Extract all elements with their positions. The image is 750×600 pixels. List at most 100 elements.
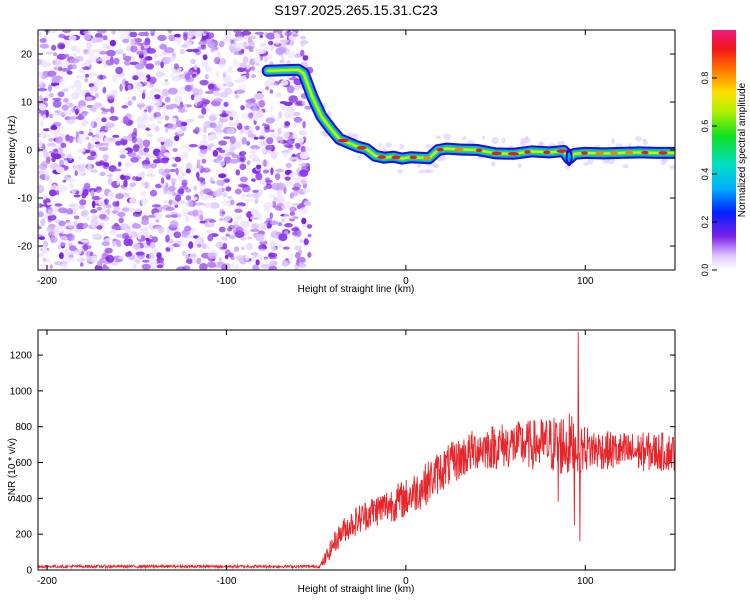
halo-speckle <box>635 136 642 142</box>
noise-speckle <box>301 179 306 185</box>
noise-speckle <box>102 35 108 41</box>
noise-speckle <box>115 239 121 246</box>
noise-speckle <box>69 58 80 64</box>
noise-speckle <box>225 152 231 158</box>
noise-speckle <box>73 229 83 233</box>
noise-speckle <box>198 164 203 171</box>
noise-speckle <box>301 217 307 225</box>
noise-speckle <box>197 46 207 50</box>
noise-speckle <box>255 172 263 181</box>
spectrogram-x-tick-label: -200 <box>37 276 57 287</box>
noise-speckle <box>83 30 92 34</box>
halo-speckle <box>643 139 648 146</box>
noise-speckle <box>157 136 167 143</box>
noise-speckle <box>112 201 119 207</box>
noise-speckle <box>145 154 155 158</box>
noise-speckle <box>117 211 126 218</box>
spectrogram-x-ticks: -200 -100 0 100 <box>37 30 594 287</box>
noise-speckle <box>286 59 291 66</box>
noise-speckle <box>137 42 144 46</box>
snr-panel: -200 -100 0 100 0 200 400 600 800 1000 1200 Heigh… <box>7 329 676 595</box>
noise-speckle <box>141 110 148 119</box>
noise-speckle <box>48 137 54 142</box>
noise-speckle <box>82 111 89 115</box>
noise-speckle <box>202 54 208 61</box>
noise-speckle <box>225 215 231 221</box>
noise-speckle <box>236 36 244 41</box>
noise-speckle <box>252 189 259 193</box>
noise-speckle <box>77 156 81 160</box>
noise-speckle <box>234 188 242 195</box>
noise-speckle <box>275 92 282 98</box>
noise-speckle <box>169 169 177 172</box>
noise-speckle <box>120 138 128 145</box>
halo-speckle <box>462 136 467 141</box>
snr-x-tick-label: 0 <box>403 576 409 587</box>
noise-speckle <box>244 125 250 130</box>
noise-speckle <box>299 239 303 243</box>
noise-speckle <box>300 42 305 47</box>
noise-speckle <box>56 111 67 116</box>
noise-speckle <box>64 248 72 256</box>
noise-speckle <box>231 114 235 117</box>
noise-speckle <box>58 207 68 214</box>
noise-speckle <box>201 243 207 250</box>
noise-speckle <box>115 49 124 55</box>
snr-y-tick-label: 1000 <box>10 386 33 397</box>
noise-speckle <box>134 82 143 90</box>
noise-speckle <box>165 206 175 211</box>
noise-speckle <box>47 217 52 223</box>
noise-speckle <box>91 200 96 209</box>
noise-speckle <box>234 79 244 83</box>
noise-speckle <box>45 156 51 164</box>
noise-speckle <box>200 189 204 197</box>
noise-speckle <box>269 46 274 51</box>
noise-speckle <box>222 242 228 250</box>
noise-speckle <box>178 166 183 174</box>
halo-speckle <box>481 135 486 140</box>
snr-x-label: Height of straight line (km) <box>298 584 415 595</box>
noise-speckle <box>90 151 97 157</box>
halo-speckle <box>327 110 332 117</box>
noise-speckle <box>185 118 195 123</box>
track-spike-core <box>567 152 571 163</box>
noise-speckle <box>295 251 301 260</box>
noise-speckle <box>48 189 57 197</box>
noise-speckle <box>258 48 267 54</box>
noise-speckle <box>38 170 45 175</box>
noise-speckle <box>132 176 137 181</box>
noise-speckle <box>261 123 267 127</box>
spectrogram-y-tick-label: -10 <box>18 194 33 205</box>
noise-speckle <box>118 161 122 167</box>
halo-speckle <box>525 135 529 141</box>
noise-speckle <box>269 89 274 94</box>
noise-speckle <box>40 263 49 269</box>
noise-speckle <box>128 252 133 257</box>
halo-speckle <box>611 138 615 145</box>
noise-speckle <box>102 161 110 170</box>
noise-speckle <box>265 183 273 190</box>
noise-speckle <box>45 51 54 55</box>
noise-speckle <box>238 50 244 55</box>
noise-speckle <box>192 48 200 53</box>
noise-speckle <box>80 211 87 217</box>
noise-speckle <box>58 220 67 227</box>
noise-speckle <box>268 252 278 258</box>
noise-speckle <box>55 185 62 191</box>
noise-speckle <box>66 208 73 215</box>
noise-speckle <box>248 153 258 160</box>
noise-speckle <box>215 70 220 78</box>
noise-speckle <box>281 106 288 111</box>
noise-speckle <box>224 254 229 260</box>
spectrogram-y-tick-label: -20 <box>18 242 33 253</box>
noise-speckle <box>241 193 246 199</box>
noise-speckle <box>70 92 79 100</box>
noise-speckle <box>162 105 167 112</box>
noise-speckle <box>62 30 72 34</box>
noise-speckle <box>157 158 165 163</box>
noise-speckle <box>140 191 147 197</box>
spectrogram-x-tick-label: -100 <box>216 276 236 287</box>
noise-speckle <box>146 134 154 137</box>
snr-y-tick-label: 1200 <box>10 351 33 362</box>
noise-speckle <box>141 92 146 100</box>
